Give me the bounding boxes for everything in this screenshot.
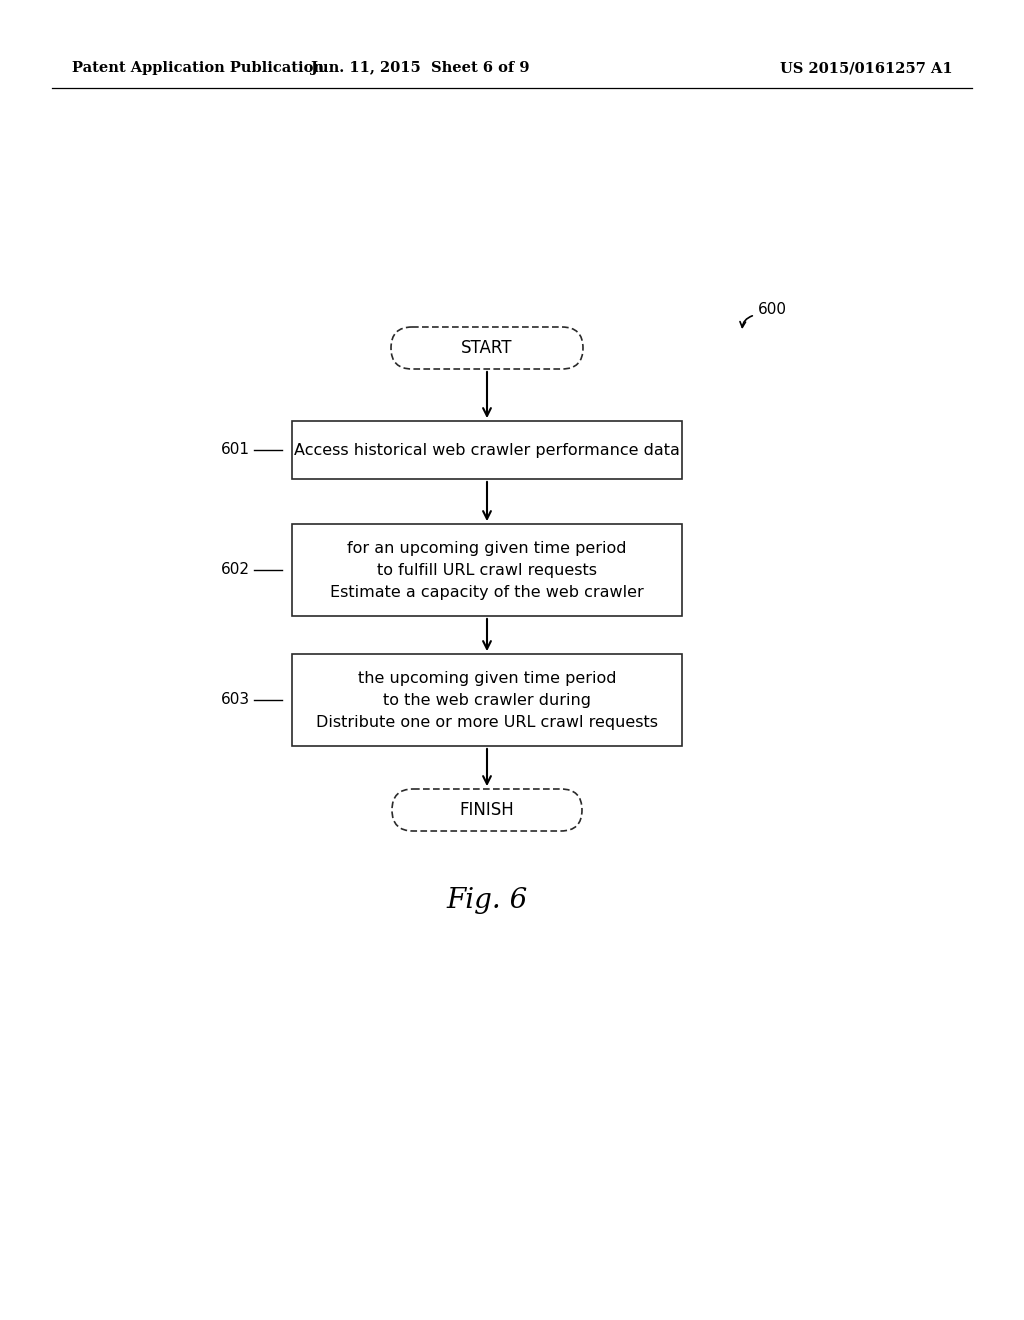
Text: Patent Application Publication: Patent Application Publication: [72, 61, 324, 75]
Text: 601: 601: [221, 442, 250, 458]
Text: US 2015/0161257 A1: US 2015/0161257 A1: [780, 61, 952, 75]
Text: START: START: [461, 339, 513, 356]
Text: 603: 603: [221, 693, 250, 708]
Text: for an upcoming given time period: for an upcoming given time period: [347, 540, 627, 556]
Text: FINISH: FINISH: [460, 801, 514, 818]
Text: to fulfill URL crawl requests: to fulfill URL crawl requests: [377, 562, 597, 578]
FancyBboxPatch shape: [392, 789, 582, 832]
Text: the upcoming given time period: the upcoming given time period: [357, 671, 616, 685]
Text: 602: 602: [221, 562, 250, 578]
Text: Fig. 6: Fig. 6: [446, 887, 527, 913]
Text: Distribute one or more URL crawl requests: Distribute one or more URL crawl request…: [316, 714, 658, 730]
FancyBboxPatch shape: [391, 327, 583, 370]
Text: Estimate a capacity of the web crawler: Estimate a capacity of the web crawler: [330, 585, 644, 599]
Text: Access historical web crawler performance data: Access historical web crawler performanc…: [294, 442, 680, 458]
Text: Jun. 11, 2015  Sheet 6 of 9: Jun. 11, 2015 Sheet 6 of 9: [310, 61, 529, 75]
Text: 600: 600: [758, 302, 787, 318]
FancyBboxPatch shape: [292, 653, 682, 746]
FancyBboxPatch shape: [292, 421, 682, 479]
FancyBboxPatch shape: [292, 524, 682, 616]
Text: to the web crawler during: to the web crawler during: [383, 693, 591, 708]
